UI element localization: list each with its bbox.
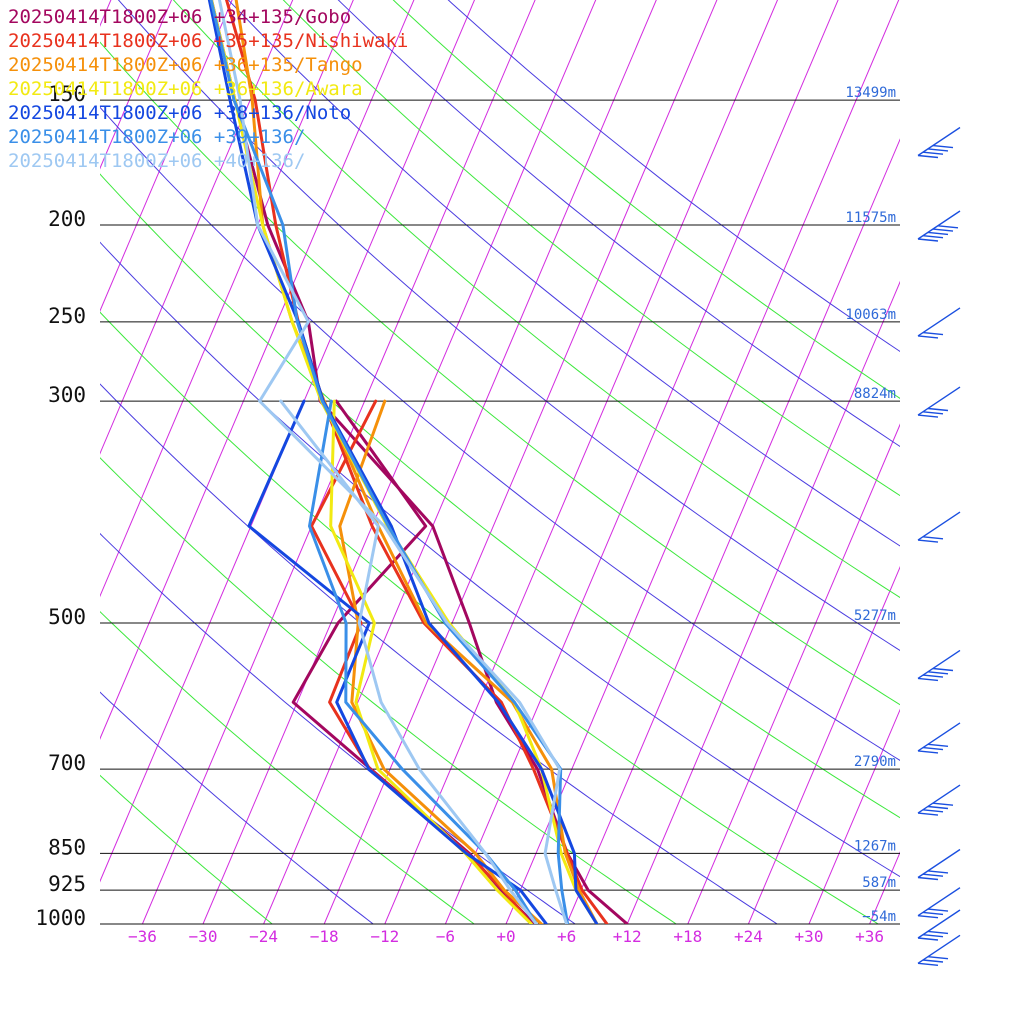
isotherm-line: [444, 0, 839, 924]
temperature-tick-label: +0: [496, 927, 515, 946]
pressure-tick-label: 500: [48, 605, 86, 629]
dry-adiabat-line: [172, 0, 900, 599]
pressure-tick-label: 700: [48, 751, 86, 775]
dry-adiabat-line: [100, 610, 475, 924]
pressure-tick-label: 150: [48, 82, 86, 106]
dry-adiabat-line: [100, 41, 900, 706]
height-label: −54m: [862, 909, 896, 925]
dry-adiabat-line: [227, 0, 900, 547]
pressure-tick-label: 1000: [35, 906, 86, 930]
isotherm-line: [808, 708, 900, 924]
isotherm-line: [100, 0, 354, 598]
dry-adiabat-line: [100, 774, 273, 924]
wind-barb: [917, 386, 961, 418]
temperature-trace: [224, 0, 609, 924]
isotherm-line: [100, 0, 476, 883]
pressure-tick-label: 850: [48, 835, 86, 859]
temperature-tick-label: +36: [855, 927, 884, 946]
height-label: 587m: [862, 875, 896, 891]
temperature-tick-label: −18: [310, 927, 339, 946]
isotherm-line: [100, 0, 233, 313]
legend-entry: 20250414T1800Z+06 +34+135/Gobo: [8, 6, 351, 28]
temperature-tick-label: +24: [734, 927, 763, 946]
temperature-tick-label: −6: [436, 927, 455, 946]
legend-entry: 20250414T1800Z+06 +35+135/Nishiwaki: [8, 30, 408, 52]
isotherm-line: [202, 0, 597, 924]
isotherm-line: [505, 0, 900, 924]
dry-adiabat-line: [337, 0, 900, 448]
temperature-tick-label: +12: [613, 927, 642, 946]
pressure-tick-label: 250: [48, 304, 86, 328]
height-label: 8824m: [854, 386, 896, 402]
legend-entry: 20250414T1800Z+06 +39+136/: [8, 126, 305, 148]
temperature-tick-label: −30: [189, 927, 218, 946]
legend: 20250414T1800Z+06 +34+135/Gobo20250414T1…: [8, 6, 408, 172]
dry-adiabat-line: [100, 241, 900, 878]
dry-adiabat-line: [392, 0, 900, 399]
dry-adiabat-line: [117, 0, 900, 652]
dry-adiabat-line: [282, 0, 900, 497]
temperature-tick-label: +6: [557, 927, 576, 946]
dry-adiabat-line: [100, 173, 900, 819]
isotherm-line: [687, 423, 900, 924]
dry-adiabat-line: [100, 457, 677, 924]
wind-barb: [917, 126, 961, 159]
height-label: 11575m: [845, 210, 896, 226]
height-label: 10063m: [845, 307, 896, 323]
isotherm-line: [384, 0, 779, 924]
dewpoint-trace: [308, 399, 538, 924]
temperature-trace: [207, 0, 599, 924]
legend-entry: 20250414T1800Z+06 +38+136/Noto: [8, 102, 351, 124]
dewpoint-trace: [247, 399, 548, 924]
isotherm-line: [869, 851, 900, 924]
temperature-tick-label: −12: [370, 927, 399, 946]
height-label: 1267m: [854, 838, 896, 854]
temperature-tick-label: −36: [128, 927, 157, 946]
dewpoint-trace: [279, 399, 538, 924]
pressure-tick-label: 300: [48, 383, 86, 407]
wind-barb: [917, 649, 961, 682]
isotherm-line: [566, 138, 900, 924]
isotherm-line: [100, 0, 415, 740]
legend-entry: 20250414T1800Z+06 +36+135/Tango: [8, 54, 363, 76]
isotherm-line: [626, 280, 900, 924]
wind-barb: [917, 210, 961, 242]
temperature-tick-label: +30: [795, 927, 824, 946]
temperature-tick-label: +18: [673, 927, 702, 946]
dry-adiabat-line: [100, 383, 778, 924]
isotherm-line: [323, 0, 718, 924]
wind-barb: [917, 511, 961, 543]
sounding-traces: [207, 0, 629, 924]
height-label: 13499m: [845, 85, 896, 101]
temperature-tick-label: −24: [249, 927, 278, 946]
isotherm-line: [141, 0, 536, 924]
wind-barb: [917, 307, 961, 339]
dewpoint-trace: [310, 399, 533, 924]
wind-barb: [917, 934, 961, 966]
legend-entry: 20250414T1800Z+06 +40+136/: [8, 150, 305, 172]
wind-barb: [917, 848, 961, 881]
wind-barb: [917, 784, 961, 816]
pressure-tick-label: 200: [48, 207, 86, 231]
wind-barb: [917, 722, 961, 754]
wind-barbs: [917, 126, 961, 966]
temperature-trace: [217, 0, 569, 924]
dry-adiabat-line: [100, 106, 900, 761]
wind-barb: [917, 887, 961, 919]
wind-barb: [917, 909, 961, 941]
isotherm-line: [100, 0, 294, 455]
axis-labels: 10016140m15013499m20011575m25010063m3008…: [35, 82, 896, 946]
dry-adiabat-line: [100, 311, 879, 924]
legend-entry: 20250414T1800Z+06 +36+136/Awara: [8, 78, 363, 100]
dry-adiabat-line: [447, 0, 900, 353]
dry-adiabat-line: [100, 691, 374, 924]
temperature-trace: [209, 0, 570, 924]
height-label: 2790m: [854, 754, 896, 770]
height-label: 5277m: [854, 608, 896, 624]
dewpoint-trace: [329, 399, 533, 924]
pressure-tick-label: 925: [48, 872, 86, 896]
isotherm-line: [747, 565, 900, 924]
